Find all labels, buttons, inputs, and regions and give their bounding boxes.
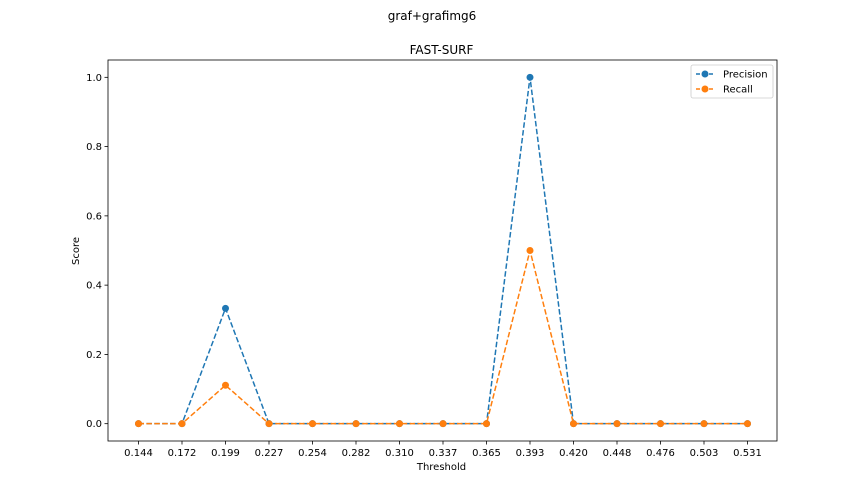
- data-point-recall: [135, 420, 142, 428]
- data-point-recall: [396, 420, 403, 428]
- data-point-recall: [744, 420, 751, 428]
- x-tick-label: 0.476: [646, 448, 675, 459]
- series-line-recall: [138, 250, 748, 425]
- x-tick-label: 0.172: [168, 448, 197, 459]
- legend-recall-label: Recall: [723, 85, 753, 96]
- x-tick-label: 0.503: [690, 448, 719, 459]
- data-point-recall: [613, 420, 621, 428]
- data-point-precision: [222, 304, 229, 312]
- x-tick-label: 0.448: [603, 448, 632, 459]
- data-point-precision: [526, 73, 534, 81]
- data-point-recall: [483, 420, 490, 428]
- data-point-recall: [222, 381, 229, 389]
- x-tick-label: 0.365: [472, 448, 501, 459]
- x-tick-label: 0.420: [559, 448, 588, 459]
- plot-frame: [107, 59, 778, 442]
- data-point-recall: [526, 247, 534, 254]
- y-tick-label: 0.0: [86, 419, 102, 430]
- data-point-recall: [700, 420, 708, 428]
- x-tick-label: 0.199: [211, 448, 240, 459]
- y-tick-label: 0.4: [86, 281, 102, 292]
- legend-precision-label: Precision: [723, 70, 768, 81]
- y-tick-label: 1.0: [86, 73, 102, 84]
- y-tick-label: 0.6: [86, 211, 102, 222]
- x-tick-label: 0.393: [516, 448, 545, 459]
- data-point-recall: [265, 420, 273, 428]
- data-point-recall: [657, 420, 664, 428]
- data-point-recall: [439, 420, 447, 428]
- legend-precision-marker: [701, 70, 709, 78]
- x-tick-label: 0.144: [124, 448, 153, 459]
- x-axis-label: Threshold: [416, 462, 466, 473]
- x-tick-label: 0.337: [429, 448, 458, 459]
- data-point-recall: [178, 420, 186, 428]
- x-tick-label: 0.282: [342, 448, 371, 459]
- y-tick-label: 0.2: [86, 350, 102, 361]
- data-point-recall: [570, 420, 577, 428]
- legend: Precision Recall: [690, 64, 774, 99]
- y-tick-label: 0.8: [86, 142, 102, 153]
- y-axis-label: Score: [71, 237, 82, 265]
- legend-recall-marker: [701, 85, 709, 93]
- x-tick-label: 0.227: [255, 448, 284, 459]
- data-point-recall: [309, 420, 316, 428]
- x-tick-label: 0.254: [298, 448, 327, 459]
- series-line-precision: [138, 77, 748, 425]
- x-tick-label: 0.310: [385, 448, 414, 459]
- plot-area: 0.144 0.172 0.199 0.227 0.254 0.282 0.310 0.337…: [86, 59, 778, 459]
- data-point-recall: [352, 420, 360, 428]
- chart-title: FAST-SURF: [410, 43, 474, 57]
- x-tick-label: 0.531: [733, 448, 762, 459]
- figure-suptitle: graf+grafimg6: [388, 9, 477, 23]
